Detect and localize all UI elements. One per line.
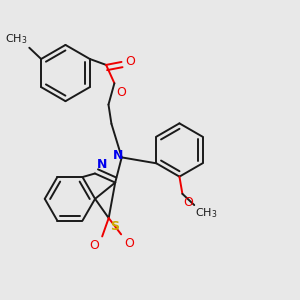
- Text: N: N: [113, 148, 123, 161]
- Text: S: S: [110, 220, 119, 233]
- Text: O: O: [124, 237, 134, 250]
- Text: O: O: [89, 239, 99, 252]
- Text: CH$_3$: CH$_3$: [195, 206, 218, 220]
- Text: O: O: [116, 85, 126, 99]
- Text: CH$_3$: CH$_3$: [5, 32, 28, 46]
- Text: O: O: [125, 55, 135, 68]
- Text: N: N: [97, 158, 108, 170]
- Text: O: O: [183, 196, 193, 208]
